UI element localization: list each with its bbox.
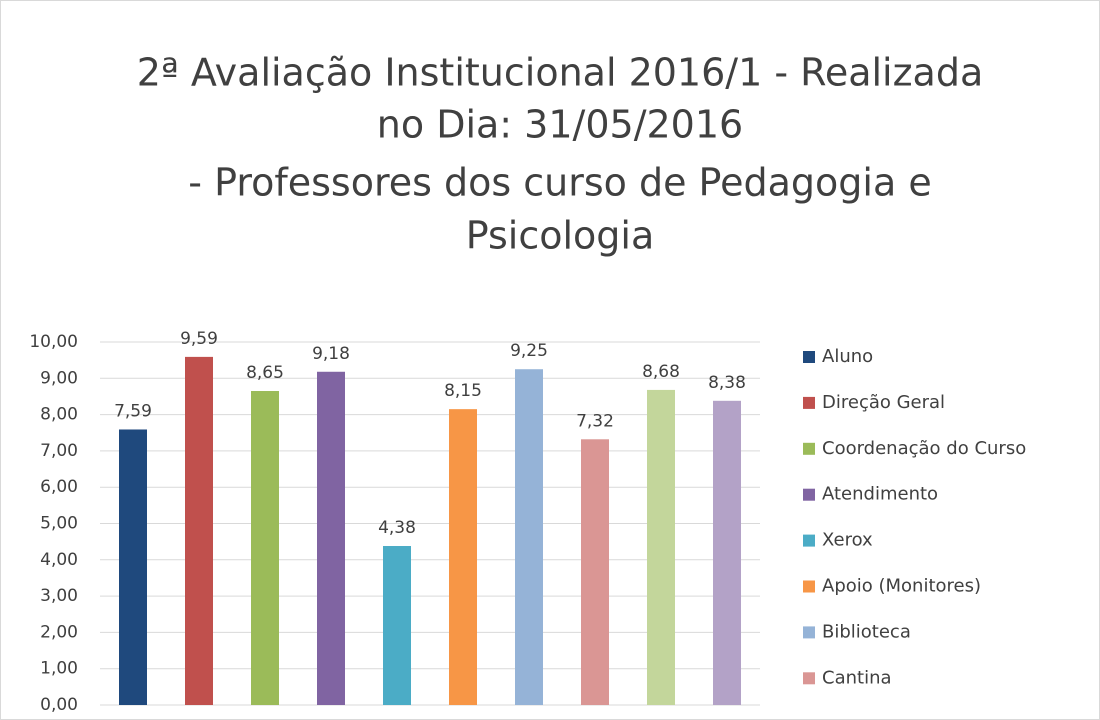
legend-label: Direção Geral [822,392,945,413]
y-tick-label: 3,00 [40,586,78,606]
data-label: 9,18 [312,344,350,364]
chart-title: Psicologia [466,214,655,258]
legend-label: Cantina [822,667,892,688]
legend-label: Coordenação do Curso [822,438,1026,459]
y-tick-label: 10,00 [29,332,78,352]
data-label: 8,68 [642,362,680,382]
bar [647,389,675,705]
y-tick-label: 2,00 [40,622,78,642]
bar [581,439,609,705]
legend-label: Aluno [822,346,873,367]
legend-swatch [803,672,815,685]
bar [119,429,147,705]
bar [185,356,213,705]
data-label: 8,15 [444,381,482,401]
legend-swatch [803,488,815,501]
legend-label: Apoio (Monitores) [822,576,981,597]
data-label: 8,38 [708,373,746,393]
data-label: 7,59 [114,401,152,421]
legend-swatch [803,351,815,363]
legend-label: Atendimento [822,484,938,505]
legend-label: Biblioteca [822,621,911,642]
legend-label: Xerox [822,530,873,551]
bar [449,409,477,705]
chart-title: 2ª Avaliação Institucional 2016/1 - Real… [137,51,984,95]
y-tick-label: 4,00 [40,550,78,570]
bar [713,400,741,705]
y-tick-label: 1,00 [40,659,78,679]
y-tick-label: 0,00 [40,695,78,715]
legend-swatch [803,580,815,593]
data-label: 9,59 [180,329,218,349]
legend-swatch [803,626,815,639]
y-tick-label: 8,00 [40,405,78,425]
legend-swatch [803,396,815,409]
bar [383,546,411,705]
chart-title: - Professores dos curso de Pedagogia e [188,161,931,205]
bar [515,369,543,705]
y-tick-label: 5,00 [40,514,78,534]
y-tick-label: 6,00 [40,477,78,497]
y-tick-label: 9,00 [40,368,78,388]
chart-title: no Dia: 31/05/2016 [377,103,743,147]
data-label: 4,38 [378,518,416,538]
legend-swatch [803,534,815,547]
bar [317,371,345,705]
bar [251,391,279,705]
data-label: 7,32 [576,411,614,431]
data-label: 8,65 [246,363,284,383]
data-label: 9,25 [510,341,548,361]
legend-swatch [803,442,815,455]
y-tick-label: 7,00 [40,441,78,461]
